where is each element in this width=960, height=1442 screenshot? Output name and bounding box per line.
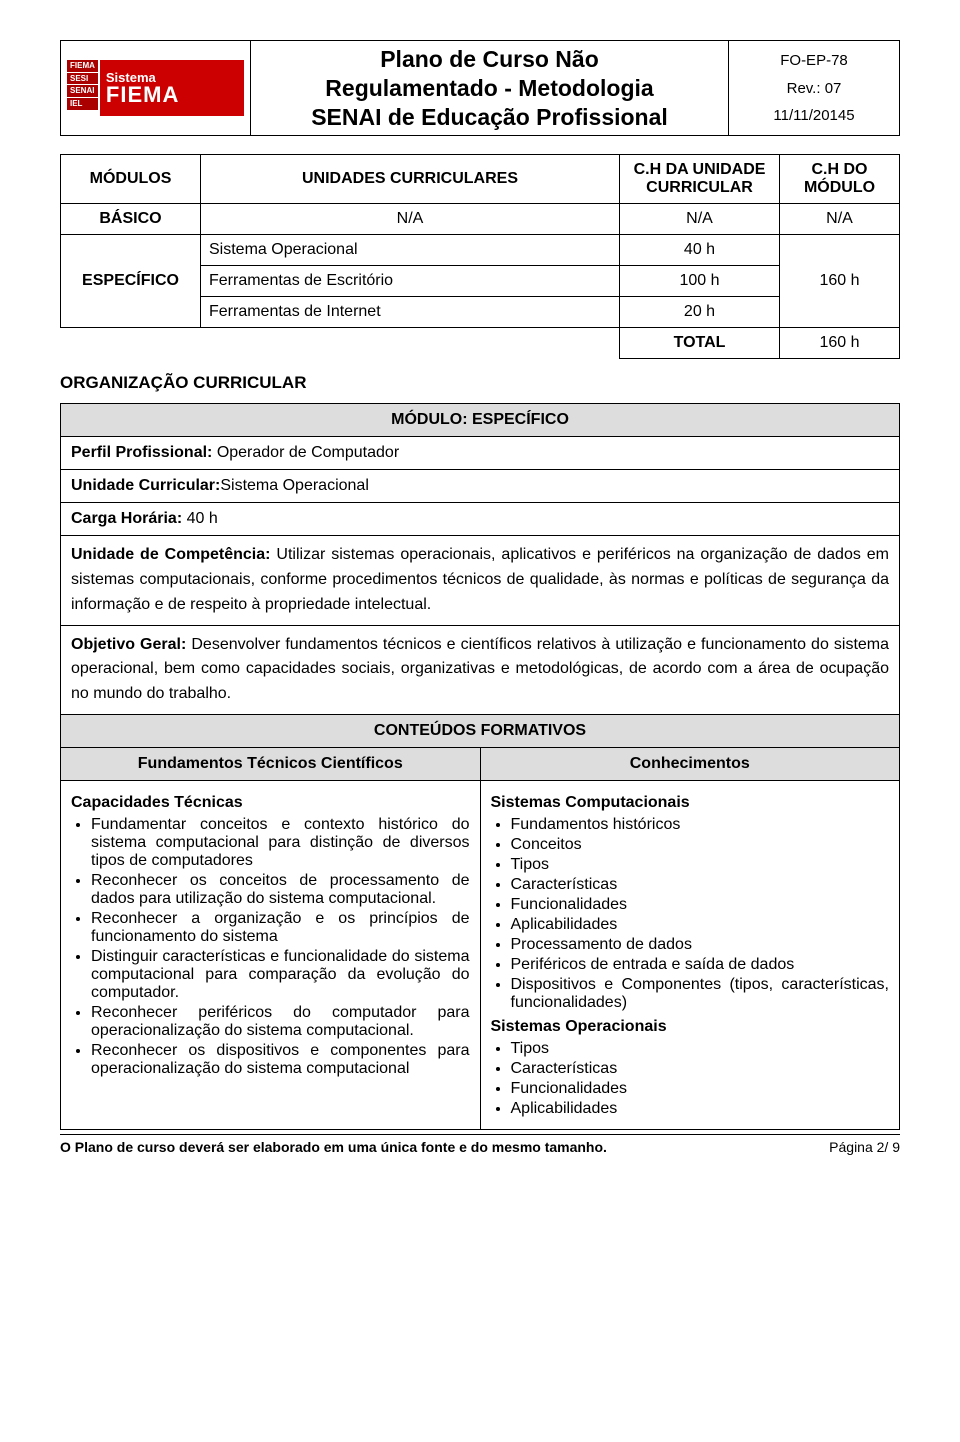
doc-header: FIEMA SESI SENAI IEL Sistema FIEMA Plano… [60, 40, 900, 136]
total-value: 160 h [780, 328, 900, 359]
uc-value: Sistema Operacional [220, 477, 369, 494]
logo: FIEMA SESI SENAI IEL Sistema FIEMA [67, 60, 244, 116]
list-item: Periféricos de entrada e saída de dados [511, 956, 890, 974]
list-item: Tipos [511, 1040, 890, 1058]
competencia-row: Unidade de Competência: Utilizar sistema… [61, 536, 900, 625]
cap-tec-list: Fundamentar conceitos e contexto históri… [71, 816, 470, 1078]
esp-row-ch: 40 h [620, 235, 780, 266]
title-line: SENAI de Educação Profissional [259, 103, 720, 132]
doc-meta: FO-EP-78 Rev.: 07 11/11/20145 [729, 41, 899, 135]
list-item: Funcionalidades [511, 1080, 890, 1098]
title-line: Regulamentado - Metodologia [259, 74, 720, 103]
list-item: Fundamentos históricos [511, 816, 890, 834]
logo-badge: IEL [67, 98, 98, 110]
list-item: Reconhecer a organização e os princípios… [91, 910, 470, 946]
sist-comp-title: Sistemas Computacionais [491, 794, 890, 812]
list-item: Reconhecer periféricos do computador par… [91, 1004, 470, 1040]
perfil-row: Perfil Profissional: Operador de Computa… [61, 437, 900, 470]
uc-label: Unidade Curricular: [71, 477, 220, 494]
conteudos-header: CONTEÚDOS FORMATIVOS [61, 715, 900, 748]
list-item: Características [511, 876, 890, 894]
modules-table: MÓDULOS UNIDADES CURRICULARES C.H DA UNI… [60, 154, 900, 359]
list-item: Dispositivos e Componentes (tipos, carac… [511, 976, 890, 1012]
footer: O Plano de curso deverá ser elaborado em… [60, 1134, 900, 1155]
list-item: Tipos [511, 856, 890, 874]
list-item: Processamento de dados [511, 936, 890, 954]
esp-row-unidade: Ferramentas de Internet [201, 297, 620, 328]
logo-badge: SESI [67, 73, 98, 85]
esp-ch-modulo: 160 h [780, 235, 900, 328]
list-item: Aplicabilidades [511, 916, 890, 934]
list-item: Características [511, 1060, 890, 1078]
list-item: Fundamentar conceitos e contexto históri… [91, 816, 470, 870]
th-ch-unidade: C.H DA UNIDADE CURRICULAR [620, 155, 780, 204]
th-ch-modulo: C.H DO MÓDULO [780, 155, 900, 204]
list-item: Conceitos [511, 836, 890, 854]
especifico-label: ESPECÍFICO [61, 235, 201, 328]
esp-row-ch: 20 h [620, 297, 780, 328]
detail-table: MÓDULO: ESPECÍFICO Perfil Profissional: … [60, 403, 900, 1130]
objetivo-label: Objetivo Geral: [71, 636, 191, 653]
sist-op-list: Tipos Características Funcionalidades Aplic… [491, 1040, 890, 1118]
th-unidades: UNIDADES CURRICULARES [201, 155, 620, 204]
ch-label: Carga Horária: [71, 510, 187, 527]
esp-row-ch: 100 h [620, 266, 780, 297]
basico-chm: N/A [780, 204, 900, 235]
competencia-label: Unidade de Competência: [71, 546, 276, 563]
sist-op-title: Sistemas Operacionais [491, 1018, 890, 1036]
list-item: Distinguir características e funcionalid… [91, 948, 470, 1002]
conhecimentos-cell: Sistemas Computacionais Fundamentos hist… [480, 781, 900, 1130]
basico-unidades: N/A [201, 204, 620, 235]
basico-label: BÁSICO [61, 204, 201, 235]
org-curricular-title: ORGANIZAÇÃO CURRICULAR [60, 373, 900, 393]
list-item: Reconhecer os conceitos de processamento… [91, 872, 470, 908]
logo-cell: FIEMA SESI SENAI IEL Sistema FIEMA [61, 41, 251, 135]
esp-row-unidade: Sistema Operacional [201, 235, 620, 266]
ch-value: 40 h [187, 510, 218, 527]
uc-row: Unidade Curricular:Sistema Operacional [61, 470, 900, 503]
list-item: Reconhecer os dispositivos e componentes… [91, 1042, 470, 1078]
sist-comp-list: Fundamentos históricos Conceitos Tipos Cara… [491, 816, 890, 1012]
list-item: Funcionalidades [511, 896, 890, 914]
logo-badge: SENAI [67, 85, 98, 97]
col-left-header: Fundamentos Técnicos Científicos [61, 748, 481, 781]
cap-tec-title: Capacidades Técnicas [71, 794, 470, 812]
doc-title: Plano de Curso Não Regulamentado - Metod… [251, 41, 729, 135]
title-line: Plano de Curso Não [259, 45, 720, 74]
perfil-label: Perfil Profissional: [71, 444, 217, 461]
capacidades-cell: Capacidades Técnicas Fundamentar conceit… [61, 781, 481, 1130]
form-code: FO-EP-78 [733, 52, 895, 69]
logo-badge: FIEMA [67, 60, 98, 72]
footer-note: O Plano de curso deverá ser elaborado em… [60, 1139, 607, 1155]
esp-row-unidade: Ferramentas de Escritório [201, 266, 620, 297]
logo-line2: FIEMA [106, 84, 238, 106]
objetivo-row: Objetivo Geral: Desenvolver fundamentos … [61, 625, 900, 714]
total-label: TOTAL [620, 328, 780, 359]
col-right-header: Conhecimentos [480, 748, 900, 781]
perfil-value: Operador de Computador [217, 444, 399, 461]
basico-chu: N/A [620, 204, 780, 235]
footer-page: Página 2/ 9 [829, 1139, 900, 1155]
list-item: Aplicabilidades [511, 1100, 890, 1118]
date: 11/11/20145 [733, 107, 895, 124]
ch-row: Carga Horária: 40 h [61, 503, 900, 536]
th-modulos: MÓDULOS [61, 155, 201, 204]
objetivo-text: Desenvolver fundamentos técnicos e cient… [71, 636, 889, 703]
modulo-especifico-header: MÓDULO: ESPECÍFICO [61, 404, 900, 437]
revision: Rev.: 07 [733, 80, 895, 97]
